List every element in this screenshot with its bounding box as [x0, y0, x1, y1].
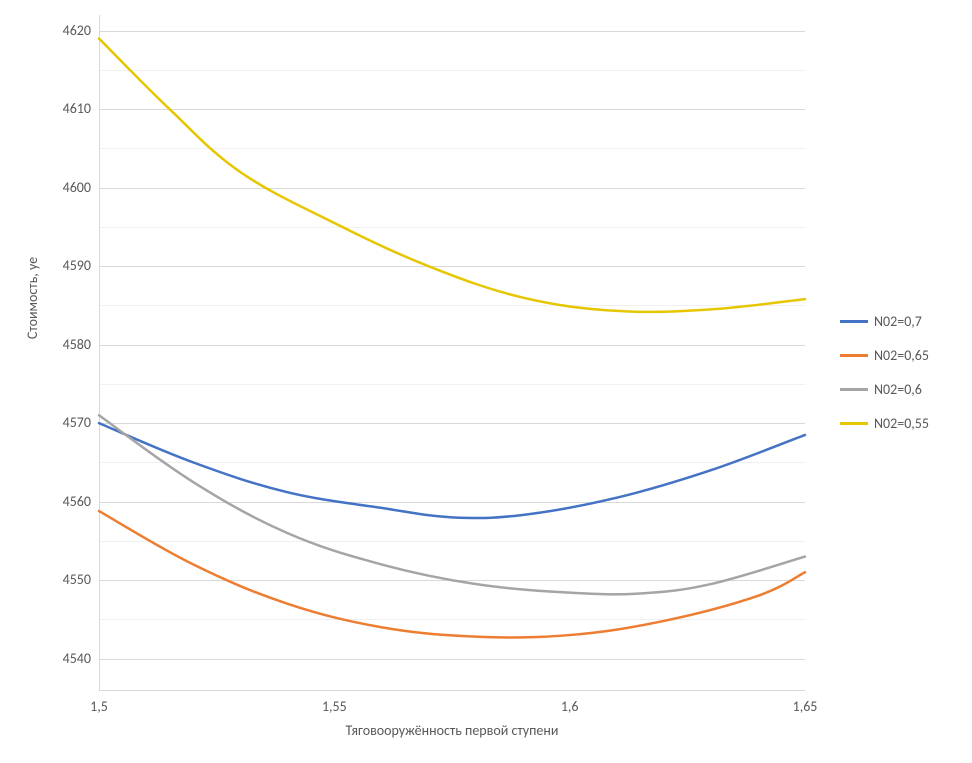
series-line	[99, 415, 805, 594]
legend-label: N02=0,7	[874, 313, 922, 330]
legend-label: N02=0,65	[874, 347, 929, 364]
series-line	[99, 511, 805, 637]
legend-swatch	[840, 354, 868, 357]
series-lines	[0, 0, 972, 763]
legend-label: N02=0,55	[874, 415, 929, 432]
series-line	[99, 423, 805, 518]
legend-swatch	[840, 320, 868, 323]
legend-item: N02=0,6	[840, 380, 929, 398]
legend-swatch	[840, 388, 868, 391]
line-chart: 454045504560457045804590460046104620 1,5…	[0, 0, 972, 763]
legend-item: N02=0,55	[840, 414, 929, 432]
legend-swatch	[840, 422, 868, 425]
legend: N02=0,7 N02=0,65 N02=0,6 N02=0,55	[840, 312, 929, 448]
legend-item: N02=0,7	[840, 312, 929, 330]
legend-item: N02=0,65	[840, 346, 929, 364]
legend-label: N02=0,6	[874, 381, 922, 398]
series-line	[99, 39, 805, 312]
